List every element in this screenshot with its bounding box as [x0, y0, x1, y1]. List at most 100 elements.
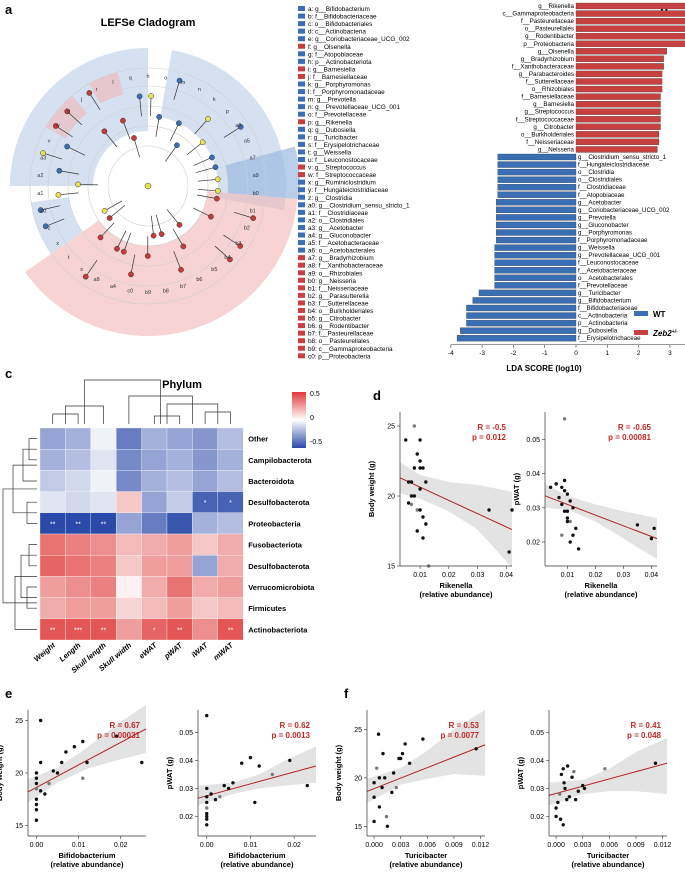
- clade-branch: [155, 214, 162, 235]
- correlation-r: R = 0.53: [449, 721, 480, 730]
- legend-entry: d: c__Actinobacteria: [308, 29, 366, 36]
- scatter-point: [305, 783, 309, 788]
- heatmap-star: *: [153, 627, 156, 634]
- scatter-point: [253, 800, 257, 805]
- panel-label-b: b: [660, 2, 668, 17]
- lda-bar: [575, 17, 685, 25]
- heatmap-colorbar: [292, 392, 306, 448]
- lda-bar: [494, 251, 577, 259]
- lda-group-legend: WT Zeb2+/-: [634, 310, 678, 338]
- heatmap-cell: [39, 533, 66, 556]
- x-tick-label: 0.02: [589, 572, 603, 579]
- clade-node: [199, 139, 206, 146]
- legend-swatch: [298, 217, 305, 223]
- heatmap-cell: [39, 449, 66, 471]
- x-tick-label: 0.03: [471, 572, 485, 579]
- scatter-point: [248, 755, 253, 760]
- scatter-point: [412, 466, 417, 470]
- legend-label-zeb2: Zeb2+/-: [652, 329, 678, 338]
- x-axis-label-2: (relative abundance): [565, 590, 638, 599]
- lda-bar-label: p__Proteobacteria: [523, 41, 574, 48]
- lda-tick-label: -3: [479, 350, 485, 357]
- legend-swatch: [298, 285, 305, 291]
- lda-bar: [497, 153, 577, 161]
- lda-bar-label: o__Rhizobiales: [532, 86, 574, 93]
- legend-entry: k: g__Porphyromonas: [308, 82, 371, 89]
- legend-entry: w: f__Streptococcaceae: [307, 172, 377, 179]
- heatmap-row-label: Bacteroidota: [248, 477, 295, 486]
- y-axis-label: pWAT (g): [516, 756, 525, 789]
- lda-tick-label: -2: [511, 350, 517, 357]
- lda-bar: [575, 123, 661, 130]
- y-axis-label: pWAT (g): [165, 756, 174, 789]
- lda-bar: [496, 221, 577, 229]
- heatmap-col-label: mWAT: [212, 640, 236, 662]
- scatter-point: [397, 756, 401, 761]
- scatter-point: [205, 823, 209, 827]
- scatter-plot-e: 0.02 0.03 0.04 0.05 0.00 0.01 0.02 pWAT (g) Bifi…: [165, 710, 317, 869]
- heatmap-row-label: Actinobacteriota: [248, 625, 308, 634]
- correlation-p: p = 0.012: [472, 433, 507, 442]
- legend-entry: a4: g__Gluconobacter: [308, 233, 372, 240]
- clade-branch: [223, 126, 241, 138]
- lda-bar-label: f__Porphyromonadaceae: [578, 237, 648, 244]
- legend-swatch: [298, 247, 305, 253]
- lda-bar: [497, 168, 577, 176]
- clade-label: o: [164, 75, 167, 81]
- heatmap-cell: [192, 618, 218, 641]
- lda-bar-label: g__Clostridium_sensu_stricto_1: [578, 154, 667, 161]
- lda-bar-label: f__Prevotellaceae: [578, 282, 628, 289]
- x-tick-label: 0.006: [601, 842, 619, 849]
- legend-entry: b7: f__Pasteurellaceae: [308, 331, 374, 338]
- legend-swatch: [298, 240, 305, 246]
- legend-entry: o: f__Prevotellaceae: [308, 112, 367, 119]
- clade-label: q: [129, 75, 132, 81]
- scatter-point: [372, 780, 376, 785]
- legend-swatch: [298, 134, 305, 140]
- lda-bar-label: g__Prevotellaceae_UCG_001: [578, 252, 661, 259]
- lda-bar-label: c__Gammaproteobacteria: [502, 11, 574, 18]
- legend-entry: a9: o__Rhizobiales: [308, 270, 362, 277]
- scatter-point: [205, 713, 209, 718]
- lda-bar: [460, 327, 577, 334]
- clade-node: [176, 77, 183, 84]
- scatter-point: [554, 482, 558, 486]
- clade-node: [106, 215, 113, 221]
- heatmap-cell: [141, 597, 168, 619]
- scatter-panels: 15 20 25 0.01 0.02 0.03 0.04 Body weight (g) Rik…: [0, 412, 671, 869]
- clade-branch: [214, 245, 231, 260]
- lda-bar: [466, 304, 577, 312]
- scatter-point: [257, 764, 261, 768]
- legend-swatch: [298, 315, 305, 321]
- lda-bar-label: g__Prevotella: [578, 214, 616, 221]
- legend-swatch: [298, 126, 305, 132]
- legend-entry: b1: f__Neisseriaceae: [308, 285, 368, 292]
- heatmap-row-label: Desulfobacterota: [248, 562, 310, 571]
- legend-entry: q: g__Dubosiella: [308, 127, 356, 134]
- clade-node: [64, 108, 71, 115]
- clade-label: b1: [250, 209, 256, 215]
- lda-bar-label: f__Leuconostocaceae: [578, 260, 639, 267]
- heatmap-cell: [141, 491, 168, 513]
- clade-node: [101, 207, 108, 214]
- x-tick-label: 0.006: [419, 842, 437, 849]
- scatter-point: [218, 795, 222, 799]
- scatter-point: [81, 776, 85, 780]
- lda-tick-label: -4: [448, 350, 454, 357]
- clade-node: [158, 231, 165, 237]
- regression-line: [366, 744, 486, 792]
- y-tick-label: 0.05: [526, 437, 540, 444]
- scatter-point: [568, 519, 572, 524]
- y-tick-label: 0.04: [526, 471, 540, 478]
- heatmap-star: **: [75, 521, 81, 528]
- legend-swatch: [298, 270, 305, 276]
- scatter-point: [412, 494, 417, 498]
- x-axis-label: Rikenella: [440, 581, 474, 590]
- heatmap-cell: [39, 576, 66, 598]
- clade-node: [37, 207, 44, 213]
- lda-bar: [496, 214, 577, 221]
- lda-bar-label: f__Atopobiaceae: [578, 192, 625, 199]
- clade-branch: [55, 125, 73, 138]
- heatmap-cell: [192, 427, 218, 450]
- legend-swatch: [298, 111, 305, 117]
